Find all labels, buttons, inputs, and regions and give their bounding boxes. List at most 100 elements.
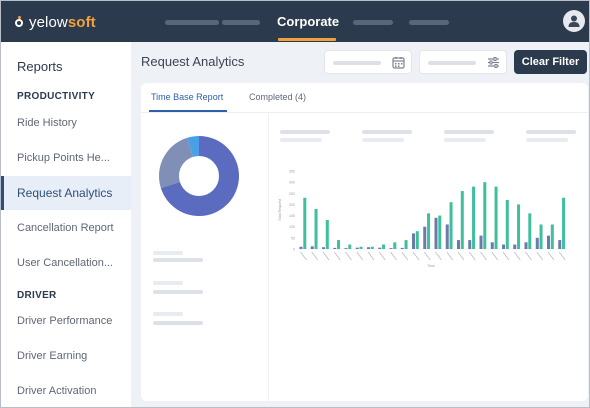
chart-bar xyxy=(505,199,509,249)
chart-bar xyxy=(460,191,464,249)
chart-bar xyxy=(562,197,566,249)
x-tick-mark xyxy=(480,251,487,261)
report-card: Time Base Report Completed (4) 350 300 250… xyxy=(141,83,588,401)
chart-bar xyxy=(322,247,325,249)
chart-bar xyxy=(378,247,382,249)
chart-bar xyxy=(348,244,352,249)
sidebar-item-cancellation-report[interactable]: Cancellation Report xyxy=(17,222,114,234)
chart-bar xyxy=(558,240,562,249)
chart-bar xyxy=(539,224,543,249)
x-tick-mark xyxy=(558,251,566,261)
sidebar-item-user-cancellation[interactable]: User Cancellation... xyxy=(17,257,113,269)
stat-placeholder xyxy=(280,138,322,142)
chart-bar xyxy=(547,235,550,249)
chart-bar xyxy=(303,197,307,249)
chart-bar xyxy=(468,240,472,249)
chart-bar xyxy=(517,204,521,249)
nav-item-placeholder[interactable] xyxy=(165,20,219,25)
chart-bar xyxy=(370,246,374,249)
date-filter[interactable] xyxy=(324,50,412,74)
x-tick-mark xyxy=(390,251,397,261)
chart-bar xyxy=(479,235,483,249)
legend-placeholder xyxy=(153,321,203,325)
x-tick-mark xyxy=(300,251,307,261)
user-avatar[interactable] xyxy=(563,10,585,32)
date-filter-placeholder xyxy=(333,61,381,65)
nav-item-placeholder[interactable] xyxy=(409,20,449,25)
tab-time-base-report[interactable]: Time Base Report xyxy=(151,92,224,102)
donut-slice xyxy=(159,136,239,216)
top-bar: yelowsoft Corporate xyxy=(1,1,589,42)
nav-item-corporate[interactable]: Corporate xyxy=(277,1,339,42)
x-tick-mark xyxy=(513,251,521,261)
sidebar-item-request-analytics[interactable]: Request Analytics xyxy=(1,176,131,210)
chart-bar xyxy=(502,244,505,249)
chart-bar xyxy=(367,247,370,249)
legend-placeholder xyxy=(153,281,183,285)
section-productivity: PRODUCTIVITY xyxy=(17,91,96,102)
stat-placeholder xyxy=(444,130,494,134)
x-axis-label: Time xyxy=(427,264,435,268)
options-filter-placeholder xyxy=(428,61,476,65)
chart-bar xyxy=(513,244,517,249)
x-tick-mark xyxy=(311,251,319,261)
chart-bar xyxy=(438,215,442,249)
chart-bar xyxy=(389,248,393,249)
chart-bar xyxy=(445,224,449,249)
x-tick-mark xyxy=(457,251,465,261)
user-icon xyxy=(568,15,580,27)
chart-bar xyxy=(344,248,348,249)
y-tick-label: 150 xyxy=(289,214,295,218)
y-tick-label: 100 xyxy=(289,225,295,229)
chart-bar xyxy=(550,224,554,249)
sliders-icon xyxy=(488,57,499,68)
nav-item-placeholder[interactable] xyxy=(353,20,393,25)
chart-bar xyxy=(415,231,419,249)
y-tick-label: 200 xyxy=(289,203,295,207)
logo-prefix: yelow xyxy=(29,13,68,31)
sidebar-item-driver-performance[interactable]: Driver Performance xyxy=(17,315,113,327)
legend-placeholder xyxy=(153,251,183,255)
chart-bar xyxy=(314,208,318,249)
chart-axes: 350 300 250 200 150 100 50 0 Total Request Time xyxy=(278,170,568,268)
nav-item-placeholder[interactable] xyxy=(222,20,260,25)
x-tick-mark xyxy=(446,251,454,261)
x-tick-mark xyxy=(356,251,364,261)
chart-bar xyxy=(382,244,386,249)
options-filter[interactable] xyxy=(419,50,507,74)
tab-completed[interactable]: Completed (4) xyxy=(249,92,307,102)
page-title: Request Analytics xyxy=(141,54,245,69)
stat-placeholder xyxy=(362,138,404,142)
legend-placeholder xyxy=(153,312,183,316)
logo-suffix: soft xyxy=(67,13,96,31)
chart-bar xyxy=(423,226,427,249)
sidebar-item-pickup-points[interactable]: Pickup Points He... xyxy=(17,152,110,164)
chart-bars xyxy=(299,182,566,249)
x-tick-mark xyxy=(502,251,510,261)
chart-bar xyxy=(535,237,539,249)
clear-filter-button[interactable]: Clear Filter xyxy=(514,50,587,74)
chart-bar xyxy=(427,213,431,249)
logo[interactable]: yelowsoft xyxy=(14,12,96,32)
y-tick-label: 300 xyxy=(289,181,295,185)
sidebar-item-driver-activation[interactable]: Driver Activation xyxy=(17,385,97,397)
x-tick-mark xyxy=(536,251,544,261)
x-tick-mark xyxy=(345,251,352,261)
chart-bar xyxy=(524,242,528,249)
nav-active-indicator xyxy=(278,38,336,41)
logo-text: yelowsoft xyxy=(29,14,96,31)
chart-bar xyxy=(528,213,532,249)
sidebar-item-driver-earning[interactable]: Driver Earning xyxy=(17,350,88,362)
sidebar-item-ride-history[interactable]: Ride History xyxy=(17,117,77,129)
chart-bar xyxy=(434,217,438,249)
y-axis-label: Total Request xyxy=(278,199,282,221)
chart-bar xyxy=(494,186,498,249)
legend-placeholder xyxy=(153,290,203,294)
chart-bar xyxy=(483,182,487,249)
stat-placeholder xyxy=(280,130,330,134)
stat-placeholder xyxy=(526,130,576,134)
chart-bar xyxy=(400,247,404,249)
chart-bar xyxy=(333,247,337,249)
x-tick-mark xyxy=(322,251,330,261)
